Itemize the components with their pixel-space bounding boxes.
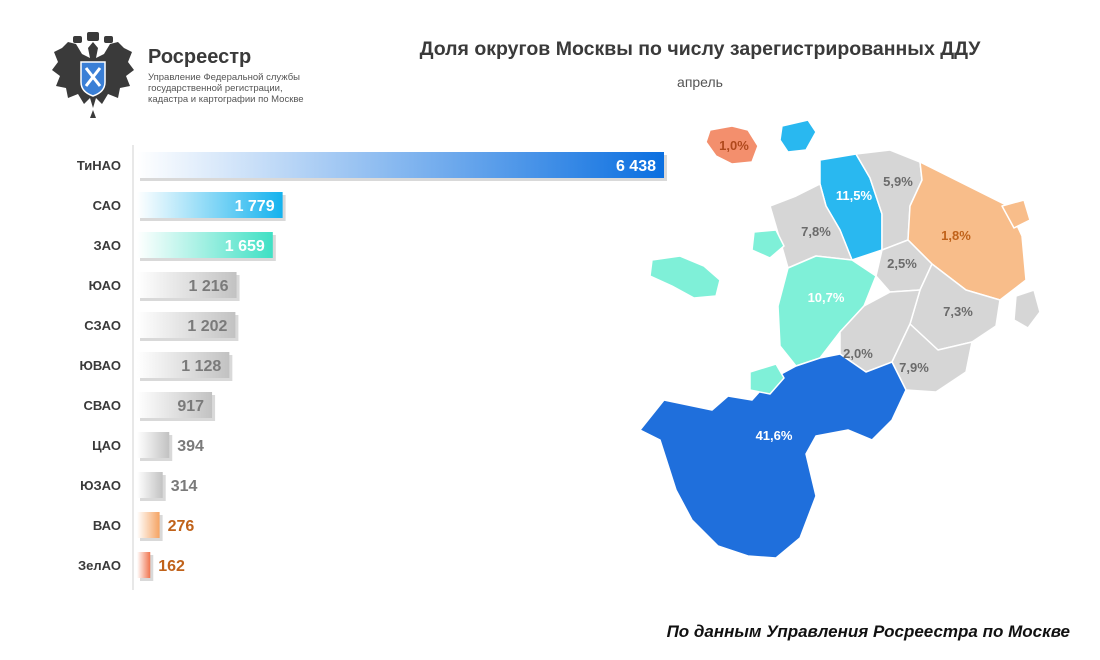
logo-subtitle-line: Управление Федеральной службы (148, 72, 300, 83)
moscow-districts-map: 1,0% 11,5% 5,9% 7,8% 1,8% 2,5% 10,7% 7,3… (639, 119, 1041, 559)
map-label-yuao: 7,9% (899, 360, 929, 375)
map-label-tsao: 2,5% (887, 256, 917, 271)
bar-value-label: 162 (158, 558, 185, 575)
map-label-svao: 5,9% (883, 174, 913, 189)
bar-value-label: 917 (177, 398, 204, 415)
double-headed-eagle-emblem-icon (52, 32, 134, 118)
map-enclave-north-east (1001, 199, 1031, 229)
map-enclave-east (1013, 289, 1041, 329)
bar-value-label: 6 438 (616, 158, 656, 175)
bar (137, 512, 160, 538)
source-note: По данным Управления Росреестра по Москв… (666, 622, 1070, 641)
map-label-zelao: 1,0% (719, 138, 749, 153)
map-label-yuzao: 2,0% (843, 346, 873, 361)
bar (137, 552, 151, 578)
rosreestr-logo: Росреестр Управление Федеральной службы … (48, 28, 338, 128)
bar-value-label: 276 (168, 518, 195, 535)
bar (137, 192, 283, 218)
chart-title: Доля округов Москвы по числу зарегистрир… (419, 38, 981, 60)
category-label: ЮАО (89, 278, 121, 293)
bar-value-label: 1 128 (181, 358, 221, 375)
bar-value-label: 1 216 (188, 278, 228, 295)
bar-value-label: 1 659 (225, 238, 265, 255)
bar (137, 472, 163, 498)
chart-subtitle: апрель (677, 74, 723, 90)
map-label-yuvao: 7,3% (943, 304, 973, 319)
map-region-tinao (639, 353, 907, 559)
bar (137, 392, 213, 418)
logo-subtitle-line: кадастра и картографии по Москве (148, 94, 304, 105)
bar (137, 272, 237, 298)
category-label: ЗАО (94, 238, 121, 253)
category-label: СЗАО (84, 318, 121, 333)
bars-layer: ТиНАО 6 438 САО 1 779 ЗАО 1 659 ЮАО 1 216 СЗАО 1 … (77, 152, 667, 581)
map-label-tinao: 41,6% (756, 428, 793, 443)
bar (137, 232, 273, 258)
category-label: СВАО (84, 398, 121, 413)
bar (137, 312, 236, 338)
logo-subtitle: Управление Федеральной службы государств… (148, 72, 338, 105)
map-enclave-west (649, 255, 721, 299)
category-label: ВАО (93, 518, 121, 533)
logo-subtitle-line: государственной регистрации, (148, 83, 283, 94)
category-label: САО (93, 198, 121, 213)
bar-value-label: 1 202 (187, 318, 227, 335)
map-label-zao: 10,7% (808, 290, 845, 305)
category-label: ТиНАО (77, 158, 121, 173)
map-enclave-south-west (749, 363, 785, 395)
bar (137, 432, 170, 458)
bar (137, 352, 230, 378)
map-label-szao: 7,8% (801, 224, 831, 239)
map-enclave-zelao-east (779, 119, 817, 153)
category-label: ЗелАО (78, 558, 121, 573)
bar-value-label: 1 779 (235, 198, 275, 215)
bar-value-label: 314 (171, 478, 198, 495)
map-labels: 1,0% 11,5% 5,9% 7,8% 1,8% 2,5% 10,7% 7,3… (719, 138, 973, 443)
logo-title: Росреестр (148, 46, 252, 68)
category-label: ЮЗАО (80, 478, 121, 493)
bar (137, 152, 664, 178)
map-label-vao: 1,8% (941, 228, 971, 243)
map-enclave-north-west (751, 229, 785, 259)
map-region-szao (769, 183, 853, 269)
bar-value-label: 394 (177, 438, 204, 455)
category-label: ЮВАО (80, 358, 121, 373)
category-label: ЦАО (92, 438, 121, 453)
bar-chart: ТиНАО 6 438 САО 1 779 ЗАО 1 659 ЮАО 1 216 СЗАО 1 … (77, 145, 667, 590)
map-label-sao: 11,5% (836, 188, 873, 203)
map-region-zelao (705, 125, 759, 165)
